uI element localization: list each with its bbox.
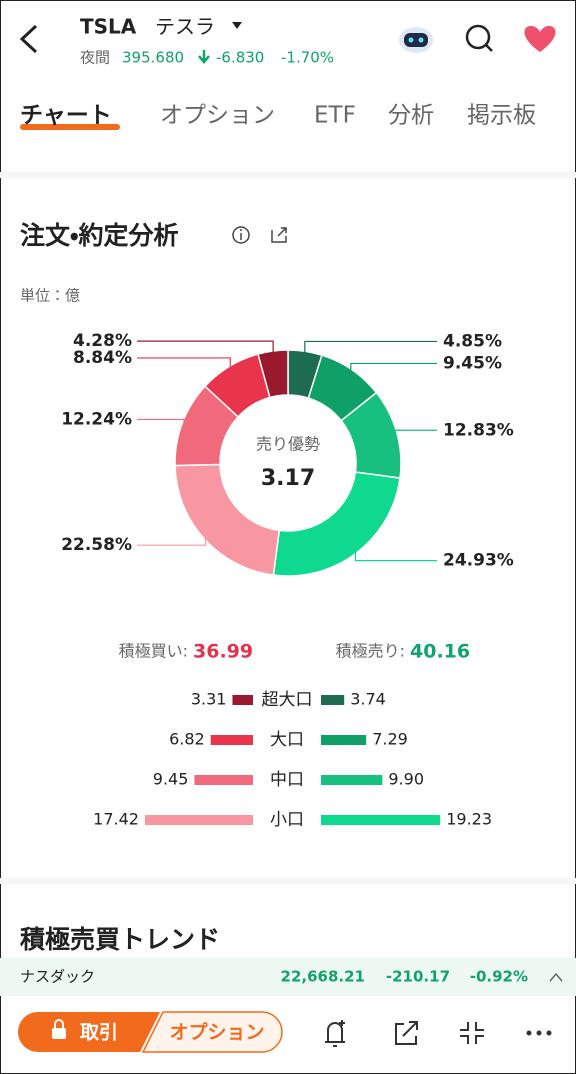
bar xyxy=(321,735,367,745)
more-icon[interactable] xyxy=(526,1030,552,1036)
row-label: 超大口 xyxy=(262,690,313,710)
bar xyxy=(144,815,253,825)
options-button[interactable] xyxy=(141,1011,283,1053)
lock-icon xyxy=(52,1019,66,1039)
bar-value: 9.45 xyxy=(153,770,189,789)
percent-label: 8.84% xyxy=(73,348,132,368)
leader-line xyxy=(394,429,437,434)
center-label: 売り優勢 xyxy=(256,435,320,454)
tab[interactable]: 掲示板 xyxy=(467,103,536,129)
search-icon[interactable] xyxy=(465,24,493,52)
down-arrow xyxy=(198,50,210,64)
options-label: オプション xyxy=(169,1021,264,1044)
trade-label: 取引 xyxy=(80,1022,118,1044)
leader-line xyxy=(137,537,207,546)
row-label: 大口 xyxy=(270,730,304,750)
share-icon[interactable] xyxy=(271,227,287,243)
center-value: 3.17 xyxy=(261,466,315,491)
tab-underline xyxy=(20,124,120,130)
bar xyxy=(232,695,253,705)
section-title: 注文・約定分析 xyxy=(20,221,179,250)
leader-line xyxy=(350,362,437,372)
bar-value: 6.82 xyxy=(169,730,205,749)
ticker: TSLA xyxy=(80,15,137,39)
section-title: 積極売買トレンド xyxy=(20,925,220,954)
divider xyxy=(0,878,576,884)
percent-label: 4.28% xyxy=(73,331,132,351)
info-icon[interactable] xyxy=(232,226,250,244)
bar-value: 17.42 xyxy=(93,810,139,829)
bar xyxy=(321,775,383,785)
leader-line xyxy=(137,418,185,424)
leader-line xyxy=(137,357,231,369)
bar-value: 9.90 xyxy=(388,770,424,789)
index-change: -210.17 xyxy=(386,968,450,986)
robot-icon[interactable] xyxy=(399,27,433,53)
price: 395.680 xyxy=(122,49,184,67)
percent-label: 12.83% xyxy=(443,420,514,440)
dropdown-caret[interactable] xyxy=(232,22,242,29)
percent-label: 24.93% xyxy=(443,551,514,571)
stock-name[interactable]: テスラ xyxy=(155,15,215,39)
tab[interactable]: チャート xyxy=(20,103,112,129)
row-label: 小口 xyxy=(270,810,304,830)
bar xyxy=(321,815,441,825)
tab[interactable]: ETF xyxy=(314,103,356,129)
ticker-bar[interactable] xyxy=(0,958,576,996)
tab[interactable]: 分析 xyxy=(388,103,434,129)
session: 夜間 xyxy=(80,49,110,67)
back-button[interactable] xyxy=(19,24,38,54)
percent-label: 22.58% xyxy=(61,535,132,555)
leader-line xyxy=(137,340,274,354)
index-change-pct: -0.92% xyxy=(470,968,528,986)
sell-label: 積極売り: xyxy=(336,642,405,661)
divider xyxy=(0,172,576,178)
sell-total: 40.16 xyxy=(410,641,470,663)
bar xyxy=(210,735,253,745)
leader-line xyxy=(304,340,437,354)
share-icon[interactable] xyxy=(395,1021,418,1045)
leader-line xyxy=(354,551,437,562)
favorite-icon[interactable] xyxy=(524,26,556,52)
change-pct: -1.70% xyxy=(281,49,334,67)
collapse-icon[interactable] xyxy=(460,1022,484,1044)
buy-label: 積極買い: xyxy=(119,642,188,661)
index-name: ナスダック xyxy=(20,968,95,986)
buy-total: 36.99 xyxy=(193,641,253,663)
donut-segment xyxy=(257,349,289,399)
percent-label: 9.45% xyxy=(443,353,502,373)
change: -6.830 xyxy=(216,49,264,67)
unit-label: 単位：億 xyxy=(20,287,80,305)
row-label: 中口 xyxy=(270,770,304,790)
bar xyxy=(194,775,253,785)
index-price: 22,668.21 xyxy=(281,968,365,986)
bar xyxy=(321,695,345,705)
trade-button[interactable] xyxy=(18,1012,160,1052)
alert-icon[interactable] xyxy=(325,1020,345,1047)
bar-value: 3.74 xyxy=(350,690,386,709)
percent-label: 12.24% xyxy=(61,409,132,429)
tab[interactable]: オプション xyxy=(160,103,275,129)
bar-value: 3.31 xyxy=(191,690,227,709)
percent-label: 4.85% xyxy=(443,331,502,351)
expand-icon[interactable] xyxy=(549,972,563,982)
bar-value: 19.23 xyxy=(446,810,492,829)
bar-value: 7.29 xyxy=(372,730,408,749)
